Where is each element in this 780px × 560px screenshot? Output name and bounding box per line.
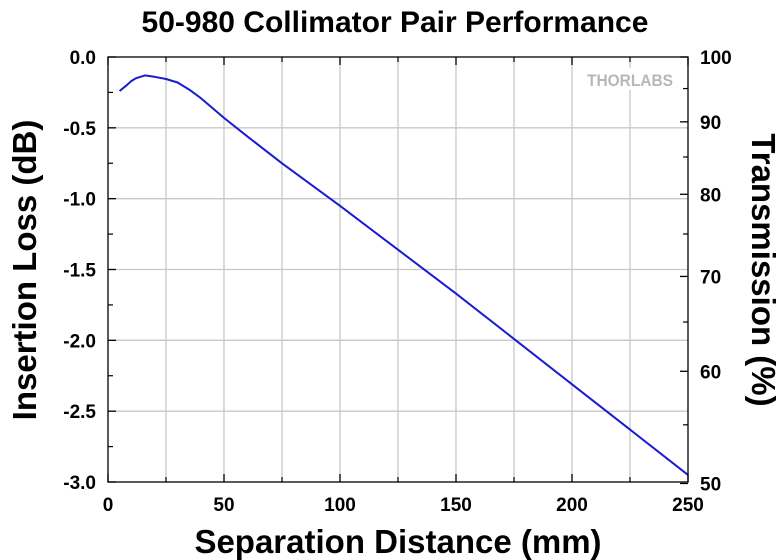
- x-tick-label: 200: [556, 495, 588, 516]
- y2-tick-label: 80: [700, 185, 721, 206]
- series-line-insertion-loss: [118, 74, 689, 476]
- y-axis-title: Insertion Loss (dB): [6, 120, 43, 421]
- logo-text: THORLABS: [587, 71, 673, 90]
- y2-tick-label: 100: [700, 48, 732, 69]
- y-tick-label: -2.5: [63, 402, 96, 423]
- y2-tick-label: 90: [700, 113, 721, 134]
- x-tick-label: 100: [324, 495, 356, 516]
- x-tick-labels: 0 50 100 150 200 250: [103, 495, 704, 516]
- y2-tick-label: 70: [700, 267, 721, 288]
- x-tick-label: 50: [213, 495, 234, 516]
- y2-tick-label: 60: [700, 362, 721, 383]
- y-tick-labels: 0.0 -0.5 -1.0 -1.5 -2.0 -2.5 -3.0: [63, 48, 96, 494]
- y-tick-label: -1.0: [63, 190, 96, 211]
- x-tick-label: 0: [103, 495, 114, 516]
- y-tick-label: 0.0: [70, 48, 96, 69]
- y2-tick-labels: 100 90 80 70 60 50: [700, 48, 732, 495]
- thorlabs-logo: THORLABS: [584, 68, 676, 90]
- x-tick-label: 250: [672, 495, 704, 516]
- x-tick-label: 150: [440, 495, 472, 516]
- grid: [108, 57, 688, 482]
- y-tick-label: -1.5: [63, 261, 96, 282]
- ticks: [107, 56, 689, 485]
- y2-tick-label: 50: [700, 474, 721, 495]
- x-axis-title: Separation Distance (mm): [194, 523, 601, 560]
- series-line-layer: [118, 74, 689, 476]
- y-tick-label: -2.0: [63, 331, 96, 352]
- chart-title: 50-980 Collimator Pair Performance: [142, 6, 649, 39]
- y-tick-label: -3.0: [63, 473, 96, 494]
- y2-axis-title: Transmission (%): [745, 133, 780, 406]
- y-tick-label: -0.5: [63, 119, 96, 140]
